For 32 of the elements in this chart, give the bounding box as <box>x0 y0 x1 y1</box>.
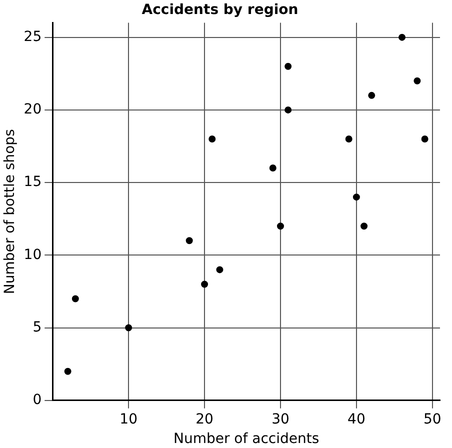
point <box>360 222 368 230</box>
y-axis-title: Number of bottle shops <box>2 129 18 294</box>
point <box>216 266 224 274</box>
point <box>72 295 79 302</box>
point <box>352 194 360 201</box>
point <box>368 92 376 99</box>
point <box>284 62 292 70</box>
point <box>421 135 428 142</box>
point <box>345 135 352 142</box>
y-tick-label: 20 <box>24 102 42 118</box>
point <box>284 106 292 114</box>
y-tick-label: 10 <box>24 246 42 263</box>
y-tick-label: 5 <box>32 319 42 336</box>
point <box>125 324 132 332</box>
point <box>186 237 193 244</box>
point <box>398 34 406 41</box>
point <box>64 368 72 375</box>
x-tick-label: 30 <box>272 411 290 428</box>
chart-title: Accidents by region <box>142 2 298 18</box>
x-tick-label: 10 <box>120 411 138 428</box>
point <box>269 164 276 172</box>
x-tick-label: 40 <box>348 411 366 428</box>
point <box>276 222 284 230</box>
point <box>414 77 421 84</box>
y-tick-label: 0 <box>32 392 42 408</box>
x-axis-title: Number of accidents <box>173 431 320 448</box>
point <box>208 135 216 142</box>
point <box>201 280 208 288</box>
y-tick-label: 25 <box>24 28 42 45</box>
x-tick-label: 20 <box>196 411 214 428</box>
y-tick-label: 15 <box>24 174 42 190</box>
x-tick-label: 50 <box>423 411 442 428</box>
